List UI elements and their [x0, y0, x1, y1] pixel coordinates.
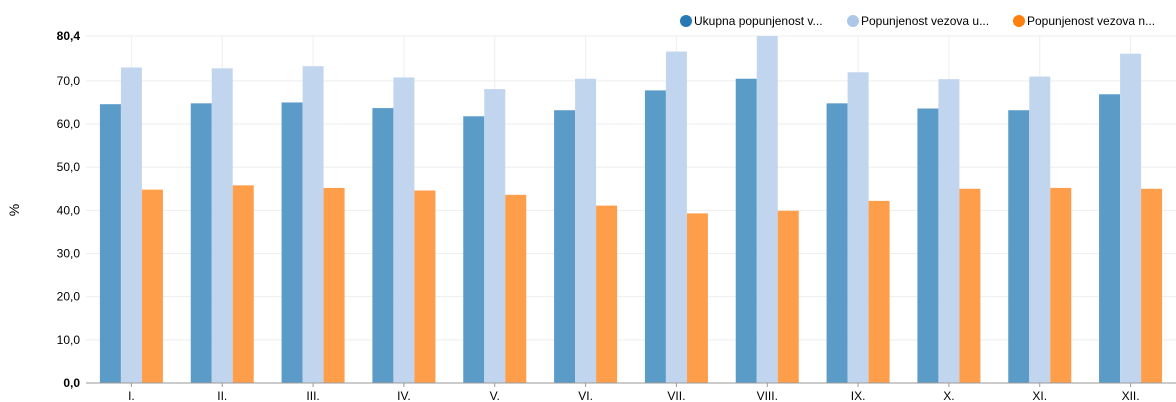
bar-series-2[interactable] — [665, 51, 687, 383]
y-tick-label: 10,0 — [57, 333, 81, 347]
bar-series-3[interactable] — [686, 213, 708, 383]
x-tick-label: VII. — [667, 389, 685, 402]
bar-series-1[interactable] — [190, 103, 212, 383]
y-tick-label: 50,0 — [57, 160, 81, 174]
y-tick-label: 60,0 — [57, 117, 81, 131]
x-tick-label: XI. — [1032, 389, 1047, 402]
bar-series-1[interactable] — [735, 78, 757, 384]
legend-swatch — [1013, 15, 1025, 27]
bar-series-2[interactable] — [847, 72, 869, 384]
bar-series-1[interactable] — [99, 104, 121, 384]
legend-label: Ukupna popunjenost v... — [694, 14, 823, 28]
bar-series-2[interactable] — [575, 78, 597, 384]
y-tick-label: 70,0 — [57, 74, 81, 88]
legend-label: Popunjenost vezova n... — [1027, 14, 1155, 28]
bar-series-3[interactable] — [777, 210, 799, 383]
y-axis-title: % — [6, 204, 22, 216]
x-tick-label: I. — [128, 389, 135, 402]
legend-item-3[interactable]: Popunjenost vezova n... — [1013, 14, 1155, 28]
y-tick-label: 80,4 — [57, 29, 81, 43]
x-tick-label: V. — [490, 389, 500, 402]
bar-series-3[interactable] — [1141, 188, 1163, 383]
bar-series-2[interactable] — [756, 36, 778, 383]
bar-series-2[interactable] — [393, 77, 415, 384]
bar-series-1[interactable] — [644, 90, 666, 383]
bar-series-2[interactable] — [1120, 53, 1142, 383]
legend-swatch — [847, 15, 859, 27]
bar-series-3[interactable] — [596, 205, 618, 383]
legend-label: Popunjenost vezova u... — [861, 14, 989, 28]
y-tick-label: 0,0 — [63, 376, 80, 390]
x-tick-label: IX. — [851, 389, 866, 402]
x-tick-label: XII. — [1122, 389, 1140, 402]
x-tick-label: VI. — [578, 389, 593, 402]
bar-series-1[interactable] — [554, 110, 576, 384]
y-tick-label: 40,0 — [57, 203, 81, 217]
bars — [99, 36, 1163, 384]
bar-series-1[interactable] — [372, 108, 394, 384]
bar-series-2[interactable] — [302, 66, 324, 384]
bar-series-1[interactable] — [826, 103, 848, 383]
y-tick-label: 20,0 — [57, 290, 81, 304]
bar-series-3[interactable] — [141, 189, 163, 383]
bar-series-1[interactable] — [917, 108, 939, 384]
y-tick-label: 30,0 — [57, 247, 81, 261]
bar-series-3[interactable] — [868, 200, 890, 383]
legend[interactable]: Ukupna popunjenost v... Popunjenost vezov… — [680, 14, 1155, 28]
bar-series-2[interactable] — [1029, 76, 1051, 384]
legend-swatch — [680, 15, 692, 27]
bar-series-2[interactable] — [211, 68, 233, 384]
x-tick-label: IV. — [397, 389, 411, 402]
bar-series-1[interactable] — [1008, 110, 1030, 384]
x-tick-label: VIII. — [757, 389, 778, 402]
bar-series-1[interactable] — [281, 102, 303, 383]
x-tick-label: II. — [217, 389, 227, 402]
bar-series-2[interactable] — [120, 67, 142, 383]
x-tick-label: X. — [943, 389, 954, 402]
bar-series-1[interactable] — [463, 116, 485, 383]
bar-series-3[interactable] — [323, 187, 345, 383]
legend-item-2[interactable]: Popunjenost vezova u... — [847, 14, 989, 28]
bar-series-3[interactable] — [505, 194, 527, 383]
legend-item-1[interactable]: Ukupna popunjenost v... — [680, 14, 823, 28]
bar-series-3[interactable] — [959, 188, 981, 383]
bar-series-3[interactable] — [1050, 187, 1072, 383]
bar-series-1[interactable] — [1099, 94, 1121, 383]
bar-series-3[interactable] — [232, 185, 254, 383]
bar-series-3[interactable] — [414, 190, 436, 383]
bar-series-2[interactable] — [484, 89, 506, 384]
axes: 0,0 10,0 20,0 30,0 40,0 50,0 60,0 70,0 80,4 I. II.… — [57, 29, 1176, 402]
bar-series-2[interactable] — [938, 79, 960, 383]
x-tick-label: III. — [306, 389, 319, 402]
